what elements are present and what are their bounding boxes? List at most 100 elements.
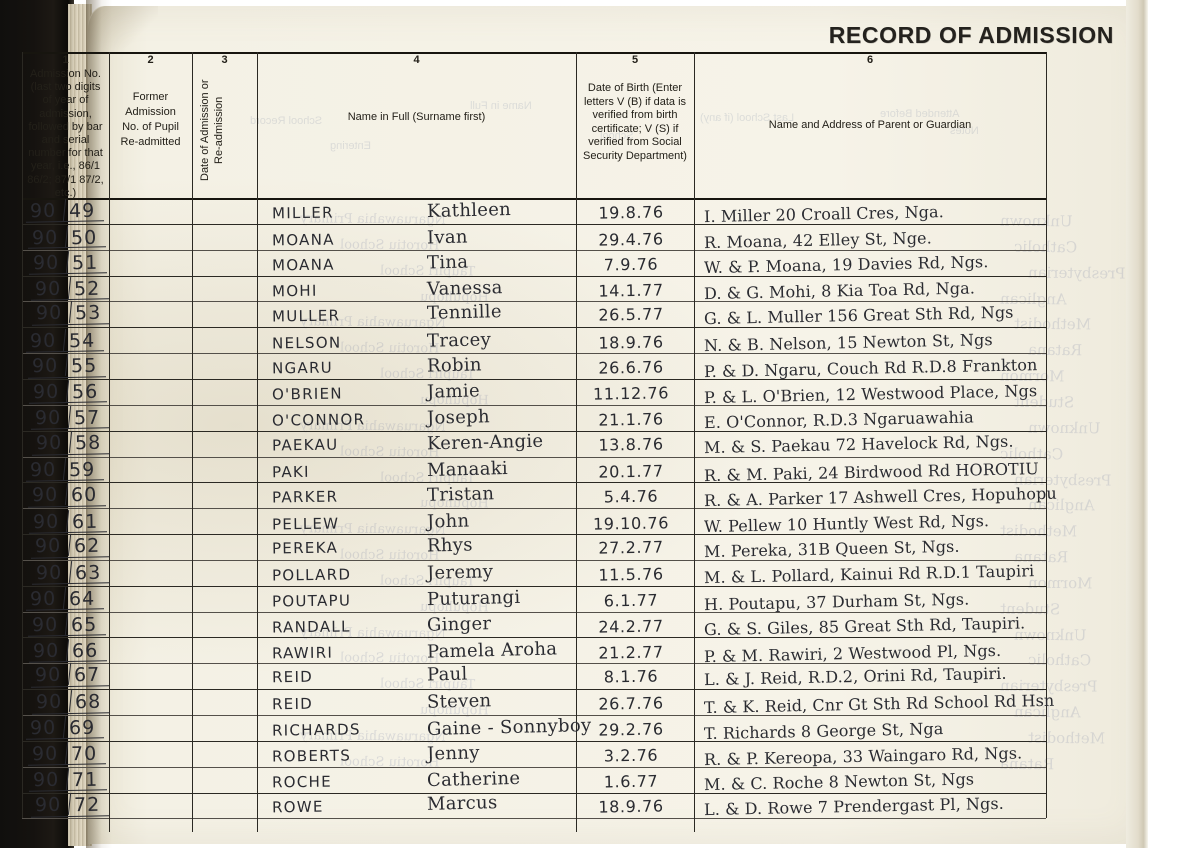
admission-year: 90 bbox=[34, 277, 62, 300]
row-rule-24 bbox=[22, 818, 1046, 820]
column-rule-3 bbox=[257, 52, 258, 832]
admission-year: 90 bbox=[31, 484, 58, 507]
date-of-birth: 26.6.76 bbox=[598, 357, 664, 378]
given-names: Gaine - Sonnyboy bbox=[426, 715, 592, 741]
date-of-birth: 19.10.76 bbox=[592, 513, 670, 534]
date-of-birth: 24.2.77 bbox=[598, 616, 664, 637]
row-rule-16 bbox=[22, 611, 1046, 613]
admission-serial: 72 bbox=[73, 793, 101, 816]
row-rule-17 bbox=[22, 637, 1046, 639]
admission-serial: 57 bbox=[73, 406, 101, 429]
date-of-birth: 3.2.76 bbox=[603, 745, 659, 766]
register-table: 1 Admission No. (last two digits of year … bbox=[22, 46, 1057, 832]
date-of-birth: 5.4.76 bbox=[603, 486, 659, 507]
admission-serial: 58 bbox=[75, 431, 102, 454]
column-rule-2 bbox=[192, 52, 193, 832]
row-rule-1 bbox=[22, 223, 1046, 225]
surname: PAEKAU bbox=[271, 435, 339, 455]
admission-year: 90 bbox=[36, 431, 63, 454]
column-heading-5: Date of Birth (Enter letters V (B) if da… bbox=[583, 82, 687, 162]
given-names: Kathleen bbox=[426, 198, 512, 223]
row-rule-21 bbox=[22, 740, 1046, 742]
column-heading-3: Date of Admission or Re-admission bbox=[199, 79, 225, 181]
row-rule-2 bbox=[22, 249, 1046, 251]
row-rule-8 bbox=[22, 404, 1046, 406]
admission-serial: 53 bbox=[75, 302, 102, 325]
column-heading-4: Name in Full (Surname first) bbox=[347, 111, 486, 123]
given-names: Tristan bbox=[426, 483, 495, 507]
date-of-birth: 21.2.77 bbox=[598, 642, 664, 663]
date-of-birth: 20.1.77 bbox=[598, 461, 664, 482]
column-number-4: 4 bbox=[413, 54, 420, 66]
given-names: Ginger bbox=[426, 612, 492, 636]
admission-year: 90 bbox=[29, 329, 57, 353]
admission-serial: 68 bbox=[75, 691, 102, 714]
row-rule-12 bbox=[22, 508, 1046, 510]
admission-year: 90 bbox=[31, 226, 58, 249]
row-rule-10 bbox=[22, 456, 1046, 458]
given-names: Puturangi bbox=[426, 587, 521, 611]
table-top-rule bbox=[22, 52, 1046, 54]
date-of-birth: 1.6.77 bbox=[603, 771, 659, 792]
row-rule-11 bbox=[22, 482, 1046, 484]
given-names: Rhys bbox=[426, 534, 474, 557]
page-right-edge bbox=[1126, 0, 1148, 848]
given-names: Marcus bbox=[426, 792, 498, 816]
surname: PELLEW bbox=[271, 514, 340, 534]
column-rule-0 bbox=[22, 52, 23, 819]
surname: MOANA bbox=[271, 255, 335, 274]
given-names: Jeremy bbox=[426, 560, 494, 584]
surname: ROBERTS bbox=[271, 746, 352, 766]
surname: PEREKA bbox=[271, 538, 339, 558]
admission-year: 90 bbox=[32, 510, 60, 533]
surname: ROCHE bbox=[271, 772, 333, 792]
date-of-birth: 18.9.76 bbox=[598, 795, 664, 817]
date-of-birth: 29.2.76 bbox=[598, 719, 664, 740]
admission-serial: 61 bbox=[71, 510, 99, 533]
column-number-1: 1 bbox=[62, 54, 69, 66]
date-of-birth: 7.9.76 bbox=[603, 254, 659, 275]
surname: NELSON bbox=[271, 333, 342, 353]
admission-serial: 52 bbox=[73, 277, 101, 300]
admission-serial: 59 bbox=[68, 459, 96, 482]
date-of-birth: 18.9.76 bbox=[598, 332, 664, 353]
admission-year: 90 bbox=[31, 613, 58, 636]
given-names: Tennille bbox=[426, 301, 503, 325]
given-names: John bbox=[426, 510, 470, 533]
surname: RAWIRI bbox=[271, 643, 334, 663]
surname: O'BRIEN bbox=[271, 384, 343, 404]
admission-year: 90 bbox=[31, 355, 58, 378]
admission-serial: 66 bbox=[71, 639, 99, 663]
admission-serial: 55 bbox=[70, 355, 97, 378]
admission-year: 90 bbox=[36, 561, 63, 584]
column-heading-1: Admission No. (last two digits of year o… bbox=[27, 68, 104, 199]
given-names: Tracey bbox=[426, 329, 492, 352]
row-rule-14 bbox=[22, 559, 1046, 561]
given-names: Robin bbox=[426, 354, 483, 378]
book-binding-spine bbox=[0, 0, 74, 848]
given-names: Keren-Angie bbox=[426, 430, 544, 455]
admission-serial: 56 bbox=[71, 380, 99, 404]
surname: MOANA bbox=[271, 230, 335, 249]
date-of-birth: 26.5.77 bbox=[598, 304, 664, 325]
row-rule-20 bbox=[22, 715, 1046, 716]
admission-serial: 71 bbox=[71, 768, 99, 791]
date-of-birth: 26.7.76 bbox=[598, 693, 664, 714]
admission-serial: 70 bbox=[70, 743, 97, 766]
date-of-birth: 27.2.77 bbox=[598, 537, 664, 558]
given-names: Steven bbox=[426, 690, 492, 714]
surname: REID bbox=[271, 668, 314, 687]
row-rule-13 bbox=[22, 534, 1046, 536]
surname: RANDALL bbox=[271, 617, 351, 637]
admission-year: 90 bbox=[29, 459, 57, 482]
date-of-birth: 14.1.77 bbox=[598, 280, 664, 301]
column-rule-5 bbox=[694, 52, 695, 832]
date-of-birth: 8.1.76 bbox=[603, 666, 659, 687]
admission-serial: 51 bbox=[71, 251, 99, 274]
admission-serial: 69 bbox=[68, 716, 96, 740]
admission-year: 90 bbox=[29, 716, 57, 740]
page-clip: School RecordName in FullLast School (if… bbox=[0, 0, 1148, 848]
surname: RICHARDS bbox=[271, 720, 361, 740]
row-rule-9 bbox=[22, 430, 1046, 432]
